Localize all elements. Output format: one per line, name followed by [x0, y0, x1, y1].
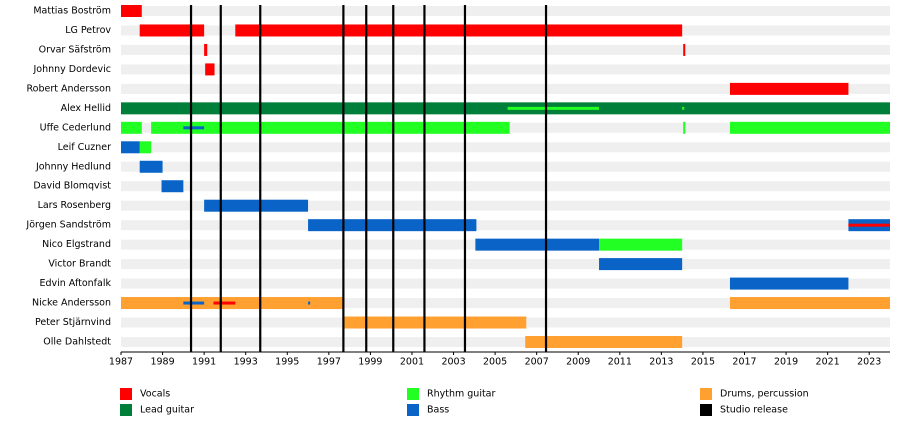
row-band — [121, 181, 890, 192]
role-bar — [683, 121, 686, 134]
role-bar — [343, 316, 527, 329]
x-tick-label: 2011 — [608, 357, 632, 368]
secondary-role-bar — [682, 106, 685, 110]
role-bar — [121, 141, 140, 154]
member-label: Edvin Aftonfalk — [39, 278, 111, 289]
legend-swatch — [700, 388, 712, 400]
secondary-role-bar — [308, 301, 311, 305]
member-label: Nico Elgstrand — [42, 239, 111, 250]
member-label: Johnny Hedlund — [35, 161, 111, 172]
role-bar — [599, 238, 683, 251]
row-band — [121, 83, 890, 94]
member-label: LG Petrov — [65, 25, 111, 36]
member-label: Alex Hellid — [61, 103, 111, 114]
legend-swatch — [407, 404, 419, 416]
x-tick-label: 2009 — [566, 357, 590, 368]
legend-label: Vocals — [140, 389, 170, 400]
role-bar — [729, 277, 849, 290]
member-label: David Blomqvist — [33, 181, 111, 192]
x-tick-label: 2003 — [441, 357, 465, 368]
row-band — [121, 6, 890, 16]
member-label: Mattias Boström — [33, 6, 111, 17]
legend-label: Bass — [427, 405, 449, 416]
role-bar — [683, 43, 686, 56]
x-tick-label: 1999 — [358, 357, 382, 368]
member-label: Jörgen Sandström — [25, 220, 111, 231]
x-tick-label: 1997 — [317, 357, 341, 368]
role-bar — [204, 43, 208, 56]
row-band — [121, 220, 890, 231]
role-bar — [139, 141, 152, 154]
x-tick-label: 2017 — [732, 357, 756, 368]
row-band — [121, 142, 890, 153]
legend-swatch — [120, 404, 132, 416]
role-bar — [121, 5, 142, 17]
row-band — [121, 259, 890, 270]
member-label: Orvar Säfström — [39, 44, 111, 55]
x-tick-label: 2019 — [774, 357, 798, 368]
role-bar — [475, 238, 600, 251]
legend-swatch — [120, 388, 132, 400]
row-band — [121, 64, 890, 75]
legend-label: Drums, percussion — [720, 389, 809, 400]
secondary-role-bar — [183, 301, 205, 305]
legend-label: Studio release — [720, 405, 788, 416]
row-band — [121, 336, 890, 347]
secondary-role-bar — [183, 126, 205, 130]
member-label: Lars Rosenberg — [38, 200, 111, 211]
member-label: Olle Dahlstedt — [43, 336, 111, 347]
x-tick-label: 2013 — [649, 357, 673, 368]
row-band — [121, 200, 890, 211]
legend-label: Lead guitar — [140, 405, 194, 416]
x-tick-label: 1995 — [275, 357, 299, 368]
x-tick-label: 2001 — [400, 357, 424, 368]
x-tick-label: 2015 — [691, 357, 715, 368]
role-bar — [599, 258, 683, 271]
role-bar — [729, 82, 849, 95]
x-tick-label: 2023 — [857, 357, 881, 368]
role-bar — [121, 102, 890, 115]
x-tick-label: 2007 — [525, 357, 549, 368]
role-bar — [525, 335, 683, 348]
role-bar — [151, 121, 510, 134]
member-label: Victor Brandt — [48, 259, 111, 270]
role-bar — [729, 297, 890, 310]
role-bar — [235, 24, 683, 37]
row-band — [121, 298, 890, 309]
role-bar — [121, 121, 142, 134]
role-bar — [204, 199, 309, 212]
member-label: Uffe Cederlund — [40, 122, 111, 133]
x-tick-label: 1991 — [192, 357, 216, 368]
legend-swatch — [407, 388, 419, 400]
secondary-role-bar — [507, 106, 600, 110]
member-label: Robert Andersson — [26, 83, 111, 94]
member-label: Leif Cuzner — [58, 142, 111, 153]
role-bar — [205, 63, 215, 76]
secondary-role-bar — [848, 223, 890, 227]
secondary-role-bar — [213, 301, 236, 305]
x-tick-label: 1993 — [234, 357, 258, 368]
member-label: Johnny Dordevic — [32, 64, 111, 75]
x-tick-label: 2005 — [483, 357, 507, 368]
role-bar — [139, 24, 205, 37]
legend-swatch — [700, 404, 712, 416]
member-label: Nicke Andersson — [32, 298, 111, 309]
member-label: Peter Stjärnvind — [35, 317, 111, 328]
x-tick-label: 1989 — [150, 357, 174, 368]
row-band — [121, 161, 890, 172]
role-bar — [729, 121, 890, 134]
x-tick-label: 2021 — [816, 357, 840, 368]
x-tick-label: 1987 — [109, 357, 133, 368]
row-band — [121, 44, 890, 55]
legend-label: Rhythm guitar — [427, 389, 496, 400]
row-band — [121, 278, 890, 289]
role-bar — [161, 180, 184, 193]
role-bar — [139, 160, 163, 173]
